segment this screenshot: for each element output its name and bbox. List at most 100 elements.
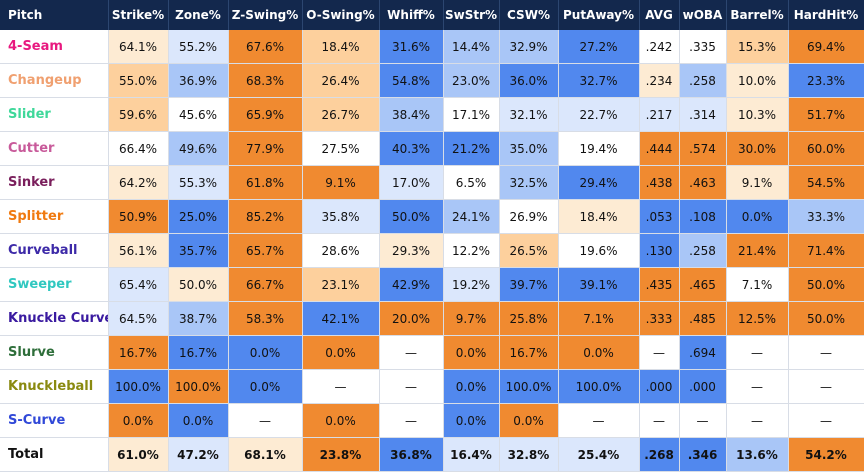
col-header-o-swing-pct[interactable]: O-Swing% [302,0,380,30]
stat-cell: 100.0% [168,369,229,404]
stat-cell: — [788,403,864,438]
stat-cell: 50.0% [788,267,864,302]
stat-cell: 39.7% [499,267,559,302]
stat-cell: 69.4% [788,30,864,64]
stat-cell: 64.5% [108,301,169,336]
stat-cell: 50.0% [788,301,864,336]
stat-cell: 68.1% [228,437,303,472]
stat-cell: 29.3% [379,233,444,268]
pitch-name-sinker: Sinker [0,165,109,200]
stat-cell: .314 [679,97,727,132]
stat-cell: — [379,369,444,404]
table-row: Knuckleball 100.0% 100.0% 0.0% — —0.0% 100.0% 1… [0,369,864,404]
stat-cell: 9.7% [443,301,500,336]
stat-cell: — [726,335,789,370]
stat-cell: 13.6% [726,437,789,472]
stat-cell: 56.1% [108,233,169,268]
stat-cell: 32.7% [558,63,640,98]
table-row: Changeup 55.0% 36.9% 68.3% 26.4% 54.8% 23.0% 36… [0,63,864,98]
col-header-zone-pct[interactable]: Zone% [168,0,229,30]
stat-cell: 26.7% [302,97,380,132]
stat-cell: 0.0% [302,403,380,438]
table-row: Cutter 66.4% 49.6% 77.9% 27.5% 40.3% 21.2% 35.0… [0,131,864,166]
stat-cell: 38.7% [168,301,229,336]
stat-cell: 30.0% [726,131,789,166]
col-header-putaway-pct[interactable]: PutAway% [558,0,640,30]
stat-cell: 64.2% [108,165,169,200]
stat-cell: 18.4% [302,30,380,64]
stat-cell: — [558,403,640,438]
table-row: Slurve 16.7% 16.7% 0.0% 0.0% —0.0% 16.7% 0.0% —.… [0,335,864,370]
stat-cell: 54.8% [379,63,444,98]
stat-cell: 23.8% [302,437,380,472]
stat-cell: 55.2% [168,30,229,64]
stat-cell: .444 [639,131,680,166]
col-header-whiff-pct[interactable]: Whiff% [379,0,444,30]
stat-cell: .000 [639,369,680,404]
total-label: Total [0,437,109,472]
stat-cell: 23.3% [788,63,864,98]
col-header-barrel-pct[interactable]: Barrel% [726,0,789,30]
stat-cell: 0.0% [443,335,500,370]
stat-cell: 10.0% [726,63,789,98]
stat-cell: 55.0% [108,63,169,98]
pitch-name-knuckleball: Knuckleball [0,369,109,404]
col-header-hardhit-pct[interactable]: HardHit% [788,0,864,30]
stat-cell: 0.0% [443,369,500,404]
stat-cell: .108 [679,199,727,234]
stat-cell: 40.3% [379,131,444,166]
stat-cell: .333 [639,301,680,336]
stat-cell: .268 [639,437,680,472]
stat-cell: 16.7% [108,335,169,370]
stat-cell: 25.4% [558,437,640,472]
stat-cell: 49.6% [168,131,229,166]
stat-cell: .258 [679,233,727,268]
stat-cell: 26.5% [499,233,559,268]
stat-cell: — [228,403,303,438]
stat-cell: 66.4% [108,131,169,166]
table-row: Slider 59.6% 45.6% 65.9% 26.7% 38.4% 17.1% 32.1… [0,97,864,132]
stat-cell: 65.7% [228,233,303,268]
stat-cell: .217 [639,97,680,132]
stat-cell: 0.0% [228,335,303,370]
table-row: Splitter 50.9% 25.0% 85.2% 35.8% 50.0% 24.1% 26… [0,199,864,234]
stat-cell: 65.9% [228,97,303,132]
stat-cell: 35.7% [168,233,229,268]
stat-cell: 47.2% [168,437,229,472]
stat-cell: 42.9% [379,267,444,302]
stat-cell: 29.4% [558,165,640,200]
stat-cell: 0.0% [168,403,229,438]
stat-cell: 85.2% [228,199,303,234]
stat-cell: 17.1% [443,97,500,132]
stat-cell: 17.0% [379,165,444,200]
stat-cell: .435 [639,267,680,302]
table-row: Curveball 56.1% 35.7% 65.7% 28.6% 29.3% 12.2% 2… [0,233,864,268]
col-header-csw-pct[interactable]: CSW% [499,0,559,30]
stat-cell: 32.1% [499,97,559,132]
col-header-avg[interactable]: AVG [639,0,680,30]
col-header-swstr-pct[interactable]: SwStr% [443,0,500,30]
stat-cell: 23.1% [302,267,380,302]
col-header-pitch[interactable]: Pitch [0,0,109,30]
stat-cell: 54.5% [788,165,864,200]
col-header-strike-pct[interactable]: Strike% [108,0,169,30]
stat-cell: .130 [639,233,680,268]
stat-cell: 21.4% [726,233,789,268]
stat-cell: 16.7% [499,335,559,370]
stat-cell: .234 [639,63,680,98]
table-row: S-Curve 0.0% 0.0% —0.0% —0.0% 0.0% — — — — — [0,403,864,438]
stat-cell: .485 [679,301,727,336]
stat-cell: 7.1% [558,301,640,336]
stat-cell: 64.1% [108,30,169,64]
pitch-name-curveball: Curveball [0,233,109,268]
stat-cell: 68.3% [228,63,303,98]
stat-cell: 9.1% [302,165,380,200]
stat-cell: 45.6% [168,97,229,132]
col-header-z-swing-pct[interactable]: Z-Swing% [228,0,303,30]
stat-cell: .463 [679,165,727,200]
stat-cell: 6.5% [443,165,500,200]
col-header-woba[interactable]: wOBA [679,0,727,30]
stat-cell: 7.1% [726,267,789,302]
stat-cell: — [379,335,444,370]
stat-cell: 59.6% [108,97,169,132]
